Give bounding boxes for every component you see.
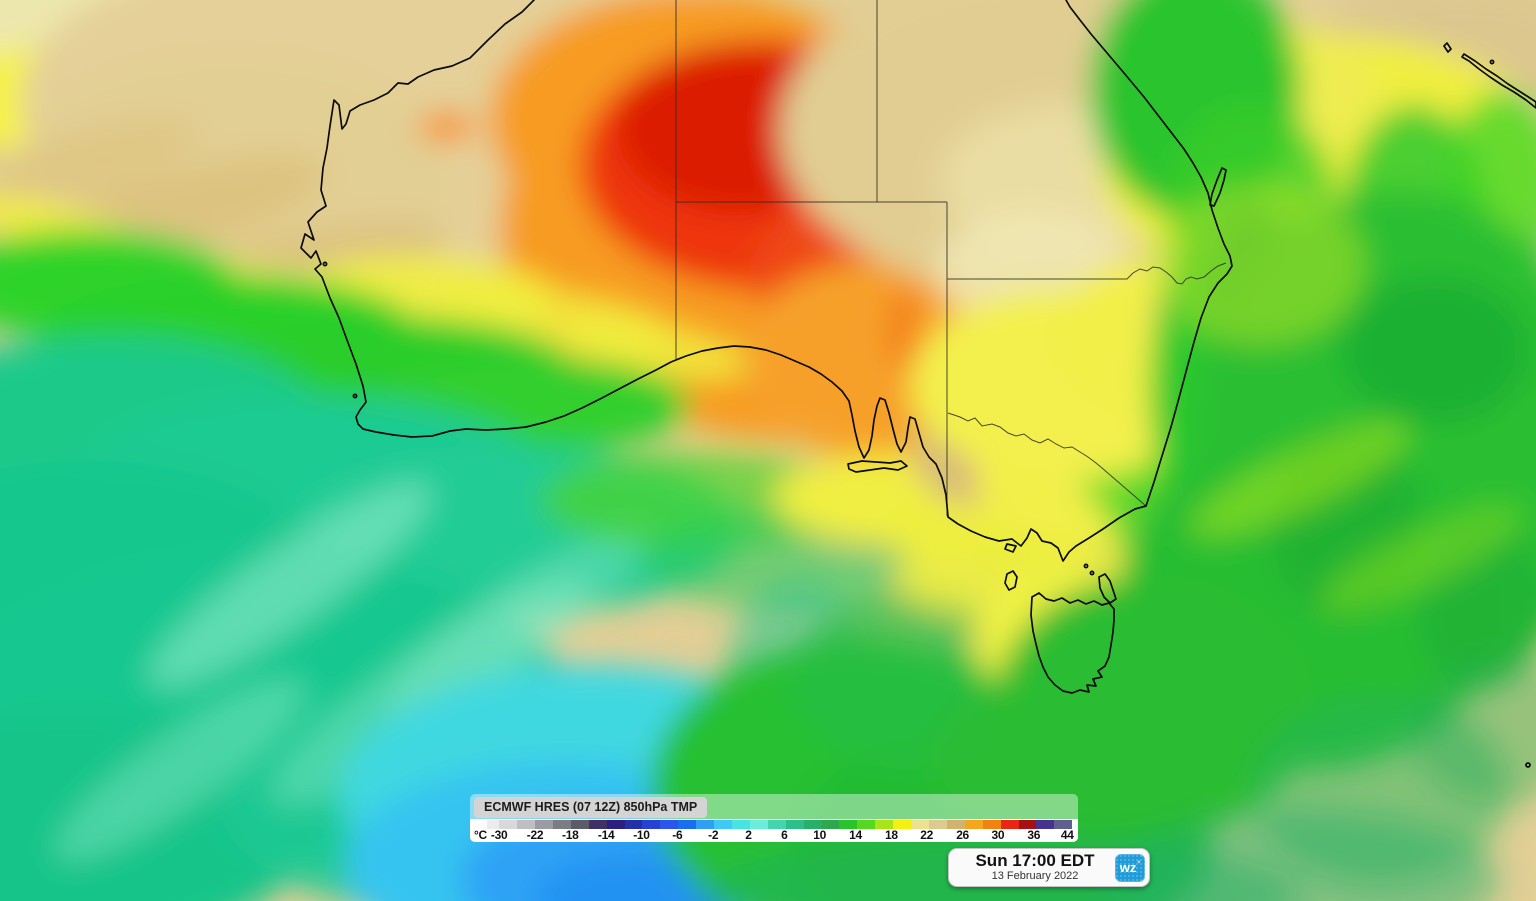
legend-color-segment — [839, 820, 858, 829]
legend-color-segment — [588, 820, 607, 829]
legend-color-segment — [875, 820, 894, 829]
border-qld-nsw — [947, 262, 1227, 285]
legend-tick-label: -30 — [490, 828, 508, 842]
legend-color-segment — [1054, 820, 1073, 829]
coastline-nc-islet — [1443, 42, 1452, 53]
islet-abrolhos — [322, 261, 328, 267]
islet-bass-strait-1 — [1083, 563, 1089, 569]
legend-color-segment — [552, 820, 571, 829]
weatherzone-logo-text: wz — [1119, 860, 1137, 875]
coastline-kangaroo-island — [847, 460, 908, 473]
timestamp-box: Sun 17:00 EDT 13 February 2022 wz ° — [948, 848, 1150, 887]
legend-color-segment — [732, 820, 750, 829]
legend-color-segment — [714, 820, 732, 829]
legend-color-segment — [570, 820, 589, 829]
legend-colorbar — [474, 820, 1073, 829]
weatherzone-logo: wz ° — [1115, 853, 1145, 882]
legend-panel: ECMWF HRES (07 12Z) 850hPa TMP °C -30 -22… — [470, 794, 1078, 842]
legend-tick-label: 36 — [1027, 828, 1041, 842]
coastline-new-caledonia — [1461, 53, 1536, 109]
legend-color-segment — [946, 820, 965, 829]
legend-color-segment — [499, 820, 518, 829]
legend-tick-label: -10 — [633, 828, 650, 842]
legend-title: ECMWF HRES (07 12Z) 850hPa TMP — [474, 797, 708, 818]
legend-tick-label: 26 — [956, 828, 969, 842]
coastline-flinders-island — [1098, 573, 1117, 604]
legend-color-segment — [660, 820, 679, 829]
legend-tick-label: 30 — [991, 828, 1005, 842]
legend-unit-label: °C — [474, 828, 487, 842]
legend-color-segment — [517, 820, 536, 829]
legend-tick-labels: °C -30 -22 -18 -14 -10 -6 -2 2 6 10 14 18 22 26 30 36 44 — [474, 828, 1074, 842]
legend-color-segment — [982, 820, 1001, 829]
legend-color-segment — [606, 820, 625, 829]
legend-tick-label: 22 — [920, 828, 934, 842]
islet-nc-lagoon — [1489, 59, 1495, 65]
legend-color-segment — [486, 820, 500, 829]
legend-tick-label: 6 — [781, 828, 788, 842]
legend-color-segment — [928, 820, 947, 829]
legend-color-segment — [535, 820, 553, 829]
legend-tick-label: -22 — [526, 828, 544, 842]
legend-color-segment — [678, 820, 697, 829]
legend-tick-label: 2 — [745, 828, 752, 842]
islet-bass-strait-2 — [1089, 570, 1095, 576]
coastlines — [300, 0, 1536, 768]
coastline-fraser-island — [1209, 167, 1227, 207]
legend-color-segment — [821, 820, 840, 829]
legend-tick-label: -14 — [597, 828, 615, 842]
legend-color-segment — [1036, 820, 1055, 829]
legend-color-segment — [767, 820, 786, 829]
timestamp-date: 13 February 2022 — [991, 870, 1079, 883]
weatherzone-logo-degree: ° — [1137, 861, 1141, 868]
legend-color-segment — [624, 820, 643, 829]
legend-color-segment — [1018, 820, 1037, 829]
coastline-king-island — [1004, 570, 1018, 591]
legend-color-segment — [696, 820, 715, 829]
legend-tick-label: 18 — [885, 828, 898, 842]
legend-color-segment — [893, 820, 912, 829]
timestamp-time: Sun 17:00 EDT — [975, 851, 1095, 871]
coastline-phillip-island — [1004, 543, 1017, 553]
islet-east-edge — [1525, 762, 1531, 768]
legend-color-segment — [1000, 820, 1019, 829]
border-nsw-vic — [947, 412, 1147, 507]
legend-tick-label: -18 — [562, 828, 579, 842]
legend-tick-label: 10 — [813, 828, 827, 842]
legend-tick-label: -6 — [672, 828, 683, 842]
legend-color-segment — [474, 820, 487, 829]
legend-color-segment — [749, 820, 768, 829]
timestamp-text: Sun 17:00 EDT 13 February 2022 — [955, 852, 1115, 882]
legend-color-segment — [642, 820, 661, 829]
legend-color-segment — [803, 820, 822, 829]
legend-color-segment — [964, 820, 983, 829]
legend-color-segment — [785, 820, 804, 829]
legend-tick-label: 14 — [849, 828, 862, 842]
coastline-tasmania — [1030, 592, 1115, 694]
state-borders — [675, 0, 1227, 516]
islet-rottnest — [352, 393, 358, 399]
legend-tick-label: 44 — [1060, 828, 1074, 842]
legend-color-segment — [857, 820, 876, 829]
legend-tick-label: -2 — [708, 828, 719, 842]
coastline-mainland — [300, 0, 1233, 562]
legend-color-segment — [911, 820, 929, 829]
